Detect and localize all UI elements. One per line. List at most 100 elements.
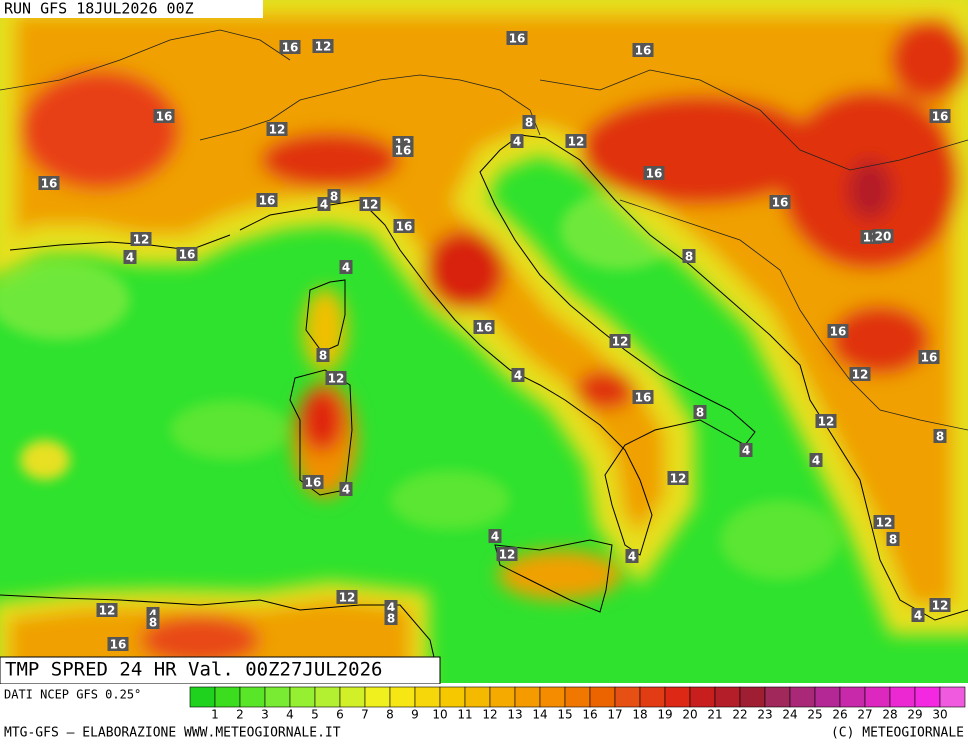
contour-label-box	[886, 532, 900, 546]
colorbar-label: 11	[457, 708, 472, 722]
colorbar-label: 10	[432, 708, 447, 722]
map-title: TMP SPRED 24 HR Val. 00Z27JUL2026	[5, 659, 383, 681]
contour-label-box	[918, 350, 940, 364]
contour-label-box	[393, 219, 415, 233]
borders	[0, 29, 968, 431]
contour-label-box	[827, 324, 849, 338]
contour-label-box	[473, 320, 495, 334]
contour-label: 16	[830, 325, 847, 339]
contour-label-box	[146, 615, 160, 629]
colorbar-label: 14	[532, 708, 547, 722]
colorbar-label: 8	[386, 708, 394, 722]
contour-label: 12	[315, 40, 332, 54]
contour-label-box	[256, 193, 278, 207]
contour-label: 8	[319, 349, 327, 363]
colorbar-label: 29	[907, 708, 922, 722]
contour-label: 4	[628, 550, 636, 564]
contour-label: 4	[342, 483, 350, 497]
footer-left: MTG-GFS – ELABORAZIONE WWW.METEOGIORNALE…	[4, 726, 341, 741]
colorbar-swatch	[639, 686, 666, 708]
colorbar-label: 23	[757, 708, 772, 722]
contour-label-box	[96, 603, 118, 617]
contour-label-box	[339, 482, 353, 496]
colorbar-swatch	[214, 686, 241, 708]
contour-label: 8	[936, 430, 944, 444]
contour-label: 4	[914, 609, 922, 623]
colorbar-label: 9	[411, 708, 419, 722]
contour-label-box	[302, 475, 324, 489]
contour-label: 16	[395, 144, 412, 158]
colorbar-swatch	[464, 686, 491, 708]
colorbar-swatch	[789, 686, 816, 708]
contour-label: 4	[491, 530, 499, 544]
colorbar-label: 25	[807, 708, 822, 722]
contour-label: 12	[818, 415, 835, 429]
contour-label: 12	[339, 591, 356, 605]
contour-label-box	[317, 197, 331, 211]
contour-label-box	[107, 637, 129, 651]
contour-label-box	[336, 590, 358, 604]
contour-label: 16	[932, 110, 949, 124]
contour-label: 12	[568, 135, 585, 149]
contour-label-box	[279, 40, 301, 54]
contour-label: 4	[812, 454, 820, 468]
contour-label-box	[565, 134, 587, 148]
colorbar-swatch	[889, 686, 916, 708]
footer-right: (C) METEOGIORNALE	[831, 726, 964, 741]
contour-label-box	[176, 247, 198, 261]
contour-label-box	[316, 348, 330, 362]
contour-label-box	[682, 249, 696, 263]
contour-label-box	[609, 334, 631, 348]
contour-label-box	[506, 31, 528, 45]
contour-label: 16	[635, 44, 652, 58]
heat-fields	[0, 0, 968, 692]
colorbar-swatch	[414, 686, 441, 708]
contour-label-box	[327, 189, 341, 203]
colorbar-swatch	[339, 686, 366, 708]
colorbar-label: 19	[657, 708, 672, 722]
colorbar-swatch	[364, 686, 391, 708]
contour-label: 16	[41, 177, 58, 191]
contour-label-box	[929, 598, 951, 612]
colorbar-label: 24	[782, 708, 797, 722]
colorbar-label: 7	[361, 708, 369, 722]
colorbar-swatch	[939, 686, 966, 708]
colorbar-label: 21	[707, 708, 722, 722]
header-box	[0, 0, 263, 18]
contour-label-box	[392, 143, 414, 157]
colorbar-label: 12	[482, 708, 497, 722]
contour-label: 8	[685, 250, 693, 264]
light-green-patches	[0, 190, 840, 580]
colorbar-label: 1	[211, 708, 219, 722]
contour-label: 12	[876, 516, 893, 530]
colorbar-label: 17	[607, 708, 622, 722]
contour-label: 16	[476, 321, 493, 335]
contour-label-box	[849, 367, 871, 381]
contour-label: 8	[387, 612, 395, 626]
contour-label-box	[815, 414, 837, 428]
colorbar-label: 18	[632, 708, 647, 722]
colorbar-label: 13	[507, 708, 522, 722]
colorbar-swatch	[614, 686, 641, 708]
contour-label-box	[511, 368, 525, 382]
contour-labels: 1612161616121216161684121641216841216161…	[38, 31, 951, 652]
contour-label-box	[911, 608, 925, 622]
colorbar-label: 20	[682, 708, 697, 722]
colorbar-swatch	[564, 686, 591, 708]
source-label: DATI NCEP GFS 0.25°	[4, 688, 141, 702]
contour-label: 4	[149, 608, 157, 622]
contour-label-box	[325, 371, 347, 385]
contour-label: 4	[514, 369, 522, 383]
colorbar-swatch	[589, 686, 616, 708]
contour-label: 12	[99, 604, 116, 618]
contour-label: 16	[646, 167, 663, 181]
colorbar-swatch	[239, 686, 266, 708]
contour-label-box	[266, 122, 288, 136]
contour-label: 4	[387, 601, 395, 615]
contour-label: 4	[320, 198, 328, 212]
contour-label: 8	[149, 616, 157, 630]
contour-label: 4	[742, 444, 750, 458]
contour-label: 12	[499, 548, 516, 562]
contour-label: 12	[269, 123, 286, 137]
contour-label-box	[312, 39, 334, 53]
